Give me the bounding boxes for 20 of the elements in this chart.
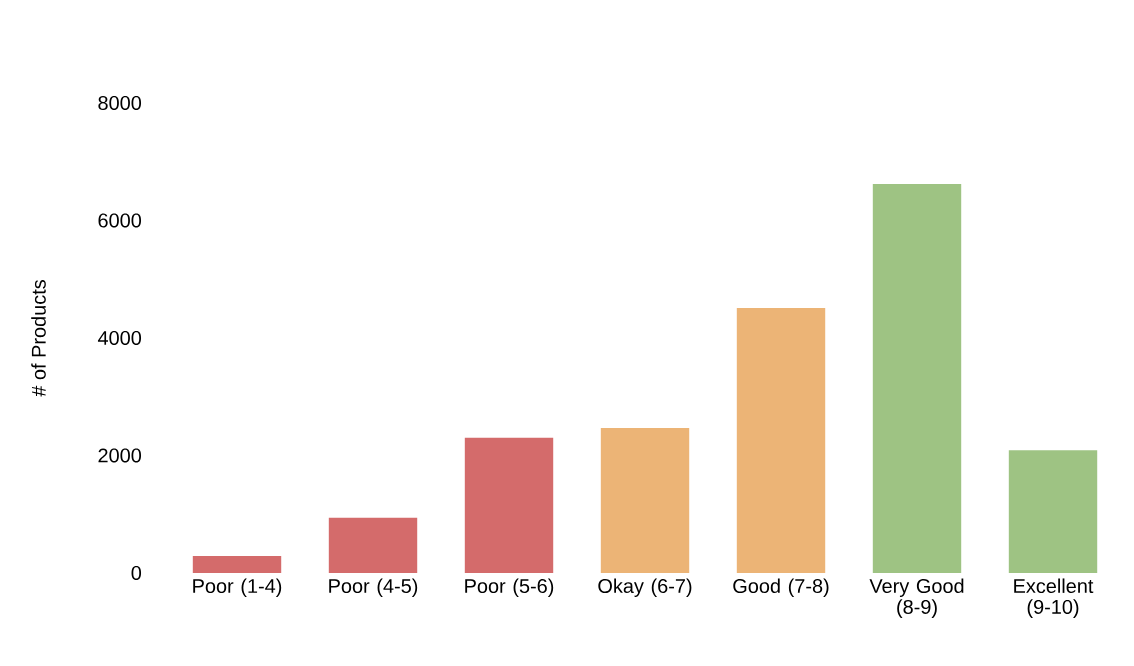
y-axis-title: # of Products (31, 280, 46, 397)
x-tick-label: Poor (5-6) (465, 578, 554, 597)
x-tick-label: Okay (6-7) (598, 578, 692, 598)
y-tick-label: 6000 (98, 213, 142, 228)
x-tick-label: Poor (4-5) (329, 578, 418, 597)
bar (192, 555, 282, 573)
bar (328, 517, 418, 573)
x-tick-label: Very Good (8-9) (869, 578, 964, 618)
bar (600, 427, 690, 573)
bar (464, 437, 554, 573)
y-tick-label: 4000 (97, 330, 142, 346)
bar (736, 308, 826, 573)
y-tick-label: 8000 (98, 95, 142, 111)
y-tick-label: 0 (131, 565, 142, 581)
x-tick-label: Excellent (9-10) (1014, 578, 1094, 618)
y-tick-label: 2000 (98, 448, 142, 463)
x-tick-label: Good (7-8) (733, 578, 829, 597)
bar (1008, 450, 1098, 573)
x-tick-label: Poor (1-4) (193, 578, 282, 597)
bar (872, 184, 962, 573)
